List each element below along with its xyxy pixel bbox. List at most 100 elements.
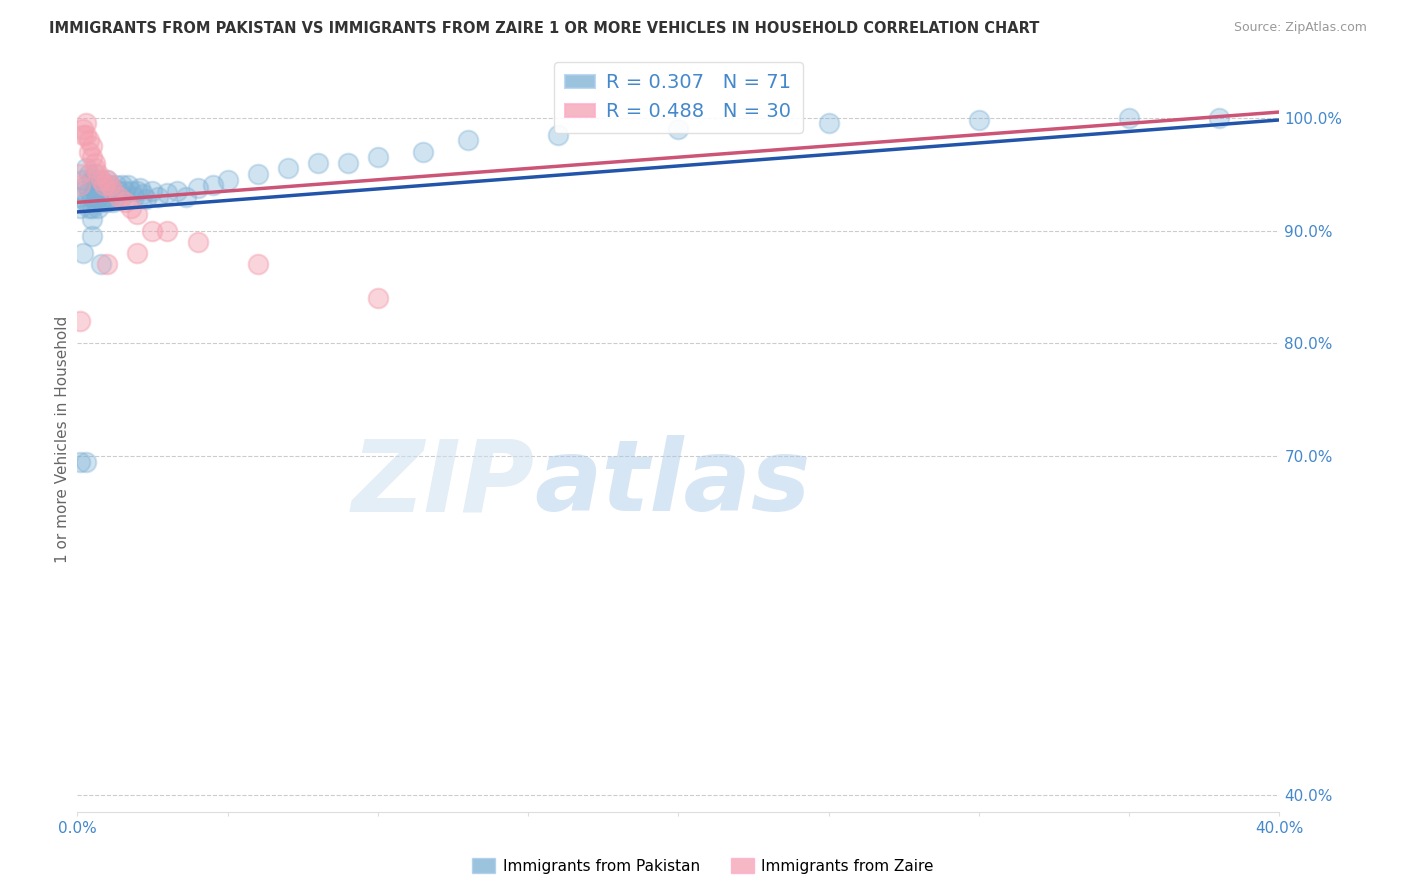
Point xyxy=(87,167,110,181)
Text: atlas: atlas xyxy=(534,435,811,533)
Point xyxy=(120,184,142,198)
Point xyxy=(79,201,101,215)
Point xyxy=(75,455,97,469)
Point xyxy=(967,112,990,127)
Point xyxy=(79,133,101,147)
Point xyxy=(105,189,128,203)
Point xyxy=(108,184,131,198)
Text: IMMIGRANTS FROM PAKISTAN VS IMMIGRANTS FROM ZAIRE 1 OR MORE VEHICLES IN HOUSEHOL: IMMIGRANTS FROM PAKISTAN VS IMMIGRANTS F… xyxy=(49,21,1039,36)
Point xyxy=(84,161,107,176)
Point xyxy=(187,180,209,194)
Point xyxy=(547,128,569,142)
Point xyxy=(72,184,94,198)
Point xyxy=(156,186,179,201)
Point xyxy=(87,178,110,193)
Point xyxy=(75,178,97,193)
Point xyxy=(84,167,107,181)
Point xyxy=(412,145,434,159)
Point xyxy=(72,246,94,260)
Point xyxy=(100,178,122,193)
Point xyxy=(90,173,112,187)
Point xyxy=(336,156,359,170)
Point xyxy=(103,195,125,210)
Point xyxy=(156,223,179,237)
Point xyxy=(117,178,139,193)
Point xyxy=(75,161,97,176)
Point xyxy=(114,184,136,198)
Point xyxy=(69,189,91,203)
Point xyxy=(457,133,479,147)
Point xyxy=(75,128,97,142)
Point xyxy=(82,229,104,244)
Point xyxy=(69,201,91,215)
Point xyxy=(108,189,131,203)
Point xyxy=(84,184,107,198)
Point xyxy=(246,167,269,181)
Point xyxy=(129,180,152,194)
Point xyxy=(79,184,101,198)
Point xyxy=(103,184,125,198)
Point xyxy=(72,122,94,136)
Point xyxy=(174,189,197,203)
Point xyxy=(96,184,118,198)
Text: ZIP: ZIP xyxy=(352,435,534,533)
Point xyxy=(96,257,118,271)
Text: Source: ZipAtlas.com: Source: ZipAtlas.com xyxy=(1233,21,1367,34)
Point xyxy=(367,291,389,305)
Point xyxy=(90,257,112,271)
Point xyxy=(96,195,118,210)
Point xyxy=(72,128,94,142)
Point xyxy=(668,122,690,136)
Point xyxy=(90,173,112,187)
Point xyxy=(75,195,97,210)
Point xyxy=(82,150,104,164)
Legend: Immigrants from Pakistan, Immigrants from Zaire: Immigrants from Pakistan, Immigrants fro… xyxy=(467,852,939,880)
Point xyxy=(141,184,163,198)
Point xyxy=(120,201,142,215)
Point xyxy=(201,178,224,193)
Point xyxy=(69,314,91,328)
Point xyxy=(96,173,118,187)
Point xyxy=(69,455,91,469)
Point xyxy=(96,173,118,187)
Point xyxy=(93,189,115,203)
Point xyxy=(187,235,209,249)
Point xyxy=(111,189,134,203)
Point xyxy=(87,201,110,215)
Point xyxy=(69,178,91,193)
Point xyxy=(166,184,188,198)
Point xyxy=(127,246,149,260)
Point xyxy=(127,206,149,220)
Legend: R = 0.307   N = 71, R = 0.488   N = 30: R = 0.307 N = 71, R = 0.488 N = 30 xyxy=(554,62,803,133)
Point xyxy=(84,195,107,210)
Point xyxy=(1118,111,1140,125)
Point xyxy=(277,161,299,176)
Point xyxy=(105,178,128,193)
Point xyxy=(1208,111,1230,125)
Point xyxy=(367,150,389,164)
Point xyxy=(141,223,163,237)
Point xyxy=(135,192,157,206)
Point xyxy=(82,173,104,187)
Point xyxy=(82,189,104,203)
Point xyxy=(87,189,110,203)
Point xyxy=(132,187,155,202)
Point xyxy=(93,178,115,193)
Point xyxy=(75,116,97,130)
Point xyxy=(82,212,104,227)
Point xyxy=(100,189,122,203)
Point xyxy=(84,156,107,170)
Point xyxy=(217,173,239,187)
Point xyxy=(111,178,134,193)
Point xyxy=(307,156,329,170)
Point xyxy=(127,184,149,198)
Point xyxy=(817,116,839,130)
Point xyxy=(79,167,101,181)
Point xyxy=(82,201,104,215)
Point xyxy=(100,178,122,193)
Point xyxy=(93,178,115,193)
Point xyxy=(79,145,101,159)
Point xyxy=(148,189,170,203)
Point xyxy=(114,195,136,210)
Point xyxy=(69,167,91,181)
